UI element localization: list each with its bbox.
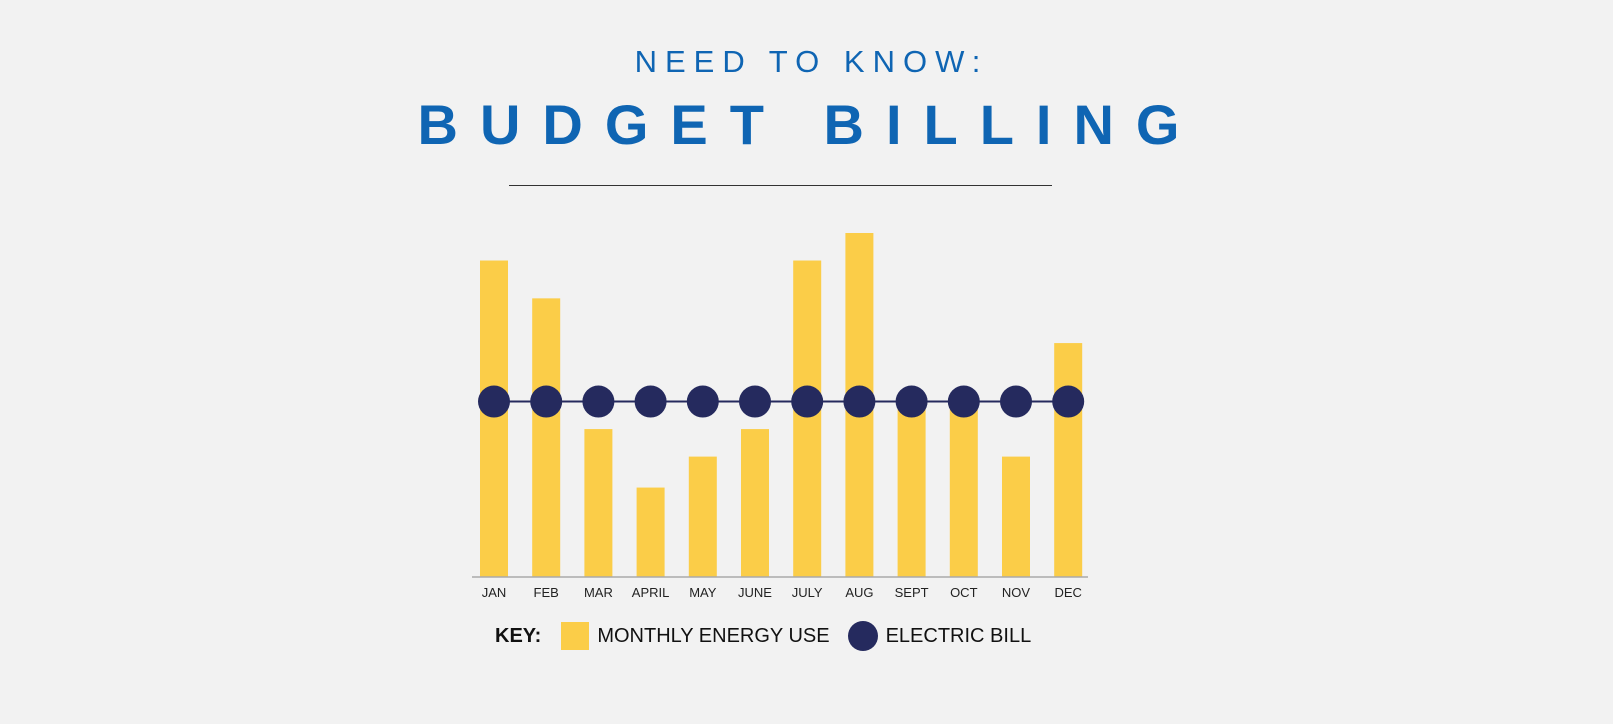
x-tick-label: MAY [689,585,717,600]
legend-label-energy: MONTHLY ENERGY USE [597,624,830,647]
bill-point-sept [895,385,928,418]
x-tick-label: SEPT [895,585,929,600]
bar-april [636,487,665,577]
x-tick-label: JUNE [738,585,772,600]
bar-oct [949,405,978,577]
x-tick-label: JAN [482,585,507,600]
x-tick-label: OCT [950,585,978,600]
legend-title: KEY: [495,624,542,647]
bar-mar [584,429,613,577]
chart-title: BUDGET BILLING [417,93,1202,156]
bill-point-april [634,385,667,418]
bill-point-mar [582,385,615,418]
bar-june [741,429,769,577]
x-tick-label: AUG [845,585,873,600]
bar-july [793,260,822,577]
bar-dec [1054,343,1083,577]
bar-sept [897,405,926,577]
bill-point-aug [843,385,876,418]
legend-swatch-energy [561,622,590,650]
bar-feb [532,298,561,577]
bill-point-oct [947,385,980,418]
legend-label-bill: ELECTRIC BILL [885,624,1032,647]
x-tick-label: NOV [1002,585,1031,600]
x-tick-label: DEC [1054,585,1081,600]
x-tick-label: APRIL [632,585,670,600]
bill-point-jan [478,385,510,418]
x-tick-label: MAR [584,585,613,600]
bill-point-feb [530,385,563,418]
legend: KEY: MONTHLY ENERGY USE ELECTRIC BILL [495,621,1031,651]
bar-jan [480,260,508,577]
x-tick-label: FEB [534,585,559,600]
bill-point-june [739,385,771,418]
bill-point-dec [1052,385,1085,418]
chart-subtitle: NEED TO KNOW: [634,44,989,79]
legend-marker-bill [847,621,878,651]
bill-point-may [686,385,719,418]
x-tick-label: JULY [792,585,823,600]
bill-point-july [791,385,824,418]
bill-point-nov [1000,385,1032,418]
bar-may [688,456,717,577]
title-divider [509,185,1052,186]
bar-nov [1002,456,1030,577]
